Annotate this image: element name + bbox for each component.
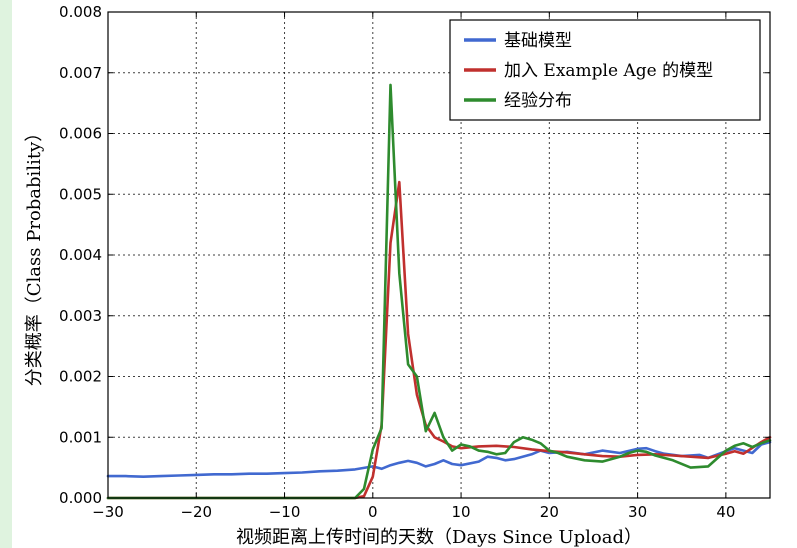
left-edge-strip: [0, 0, 12, 548]
x-tick-label: 0: [368, 503, 378, 521]
x-tick-label: 40: [716, 503, 735, 521]
y-tick-label: 0.006: [59, 125, 102, 143]
x-axis-title: 视频距离上传时间的天数（Days Since Upload）: [236, 527, 642, 548]
x-tick-label: 30: [628, 503, 647, 521]
y-tick-label: 0.000: [59, 489, 102, 507]
series-line: [106, 180, 772, 500]
legend-label: 加入 Example Age 的模型: [504, 61, 713, 81]
y-tick-label: 0.004: [59, 246, 102, 264]
x-tick-label: 20: [540, 503, 559, 521]
tick-layer: −30 −20 −10 0 10 20 30 40 0.000 0.001 0.002 0.003 0.…: [59, 3, 770, 521]
y-tick-label: 0.008: [59, 3, 102, 21]
y-axis-title: 分类概率（Class Probability）: [24, 124, 45, 386]
y-tick-label: 0.005: [59, 185, 102, 203]
x-tick-label: −20: [180, 503, 212, 521]
y-tick-label: 0.002: [59, 368, 102, 386]
y-tick-label: 0.001: [59, 428, 102, 446]
y-tick-label: 0.007: [59, 64, 102, 82]
legend-label: 经验分布: [504, 91, 572, 111]
y-tick-label: 0.003: [59, 307, 102, 325]
x-tick-label: 10: [452, 503, 471, 521]
x-tick-label: −10: [269, 503, 301, 521]
series-layer: [106, 83, 772, 500]
legend-box: [449, 19, 761, 121]
series-line: [106, 83, 772, 500]
x-tick-label: −30: [92, 503, 124, 521]
legend-label: 基础模型: [504, 31, 572, 51]
